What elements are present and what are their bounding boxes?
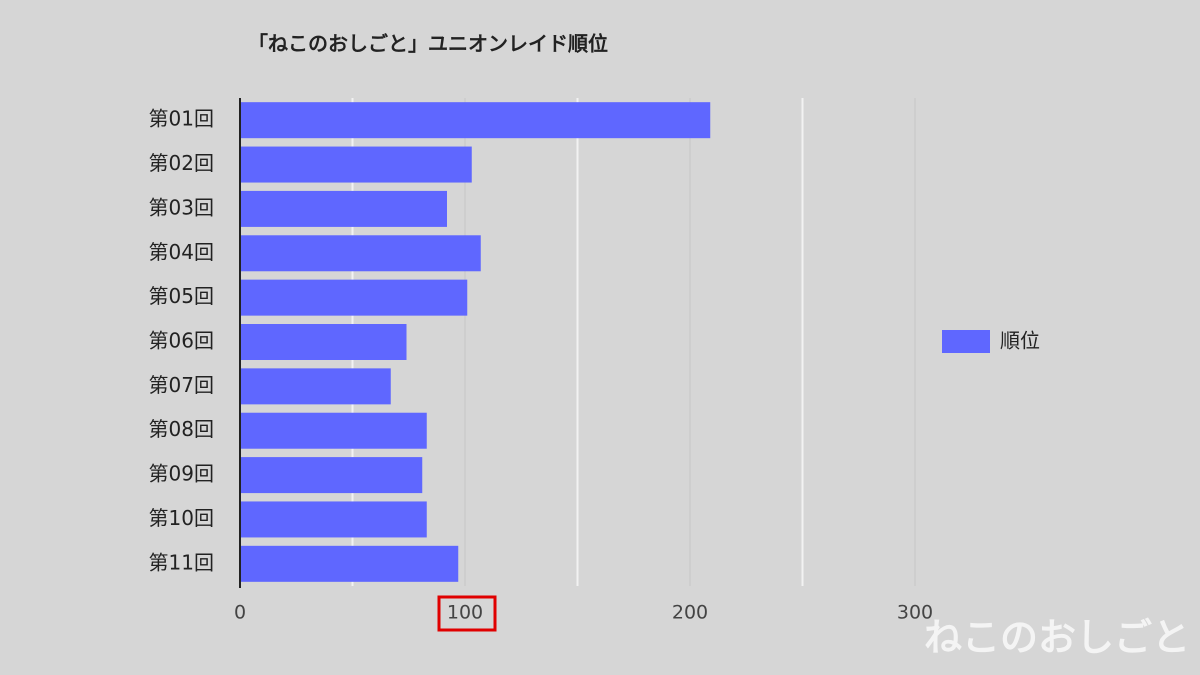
legend-swatch xyxy=(942,330,990,353)
y-tick-label: 第01回 xyxy=(149,107,214,131)
legend-label: 順位 xyxy=(1000,329,1040,353)
y-tick-label: 第07回 xyxy=(149,373,214,397)
y-tick-label: 第04回 xyxy=(149,240,214,264)
y-tick-label: 第06回 xyxy=(149,329,214,353)
y-tick-label: 第10回 xyxy=(149,506,214,530)
x-tick-label: 0 xyxy=(234,602,246,624)
bar xyxy=(240,324,407,360)
y-tick-label: 第02回 xyxy=(149,151,214,175)
bar xyxy=(240,545,459,582)
x-tick-label: 300 xyxy=(897,602,933,624)
bar xyxy=(240,501,427,538)
y-tick-label: 第05回 xyxy=(149,284,214,308)
y-tick-label: 第08回 xyxy=(149,417,214,441)
y-tick-label: 第09回 xyxy=(149,462,214,486)
bar xyxy=(240,102,711,139)
bar xyxy=(240,190,447,227)
bar xyxy=(240,368,391,405)
bar xyxy=(240,146,472,183)
bar xyxy=(240,412,427,449)
bar xyxy=(240,457,423,494)
bar xyxy=(240,279,468,316)
y-tick-label: 第03回 xyxy=(149,195,214,219)
bar xyxy=(240,235,481,272)
chart-title: 「ねこのおしごと」ユニオンレイド順位 xyxy=(248,32,608,56)
x-tick-label: 200 xyxy=(672,602,708,624)
y-tick-label: 第11回 xyxy=(149,550,214,574)
watermark: ねこのおしごと xyxy=(924,616,1190,660)
highlight-box xyxy=(437,595,497,632)
x-tick-label: 100 xyxy=(447,602,483,624)
